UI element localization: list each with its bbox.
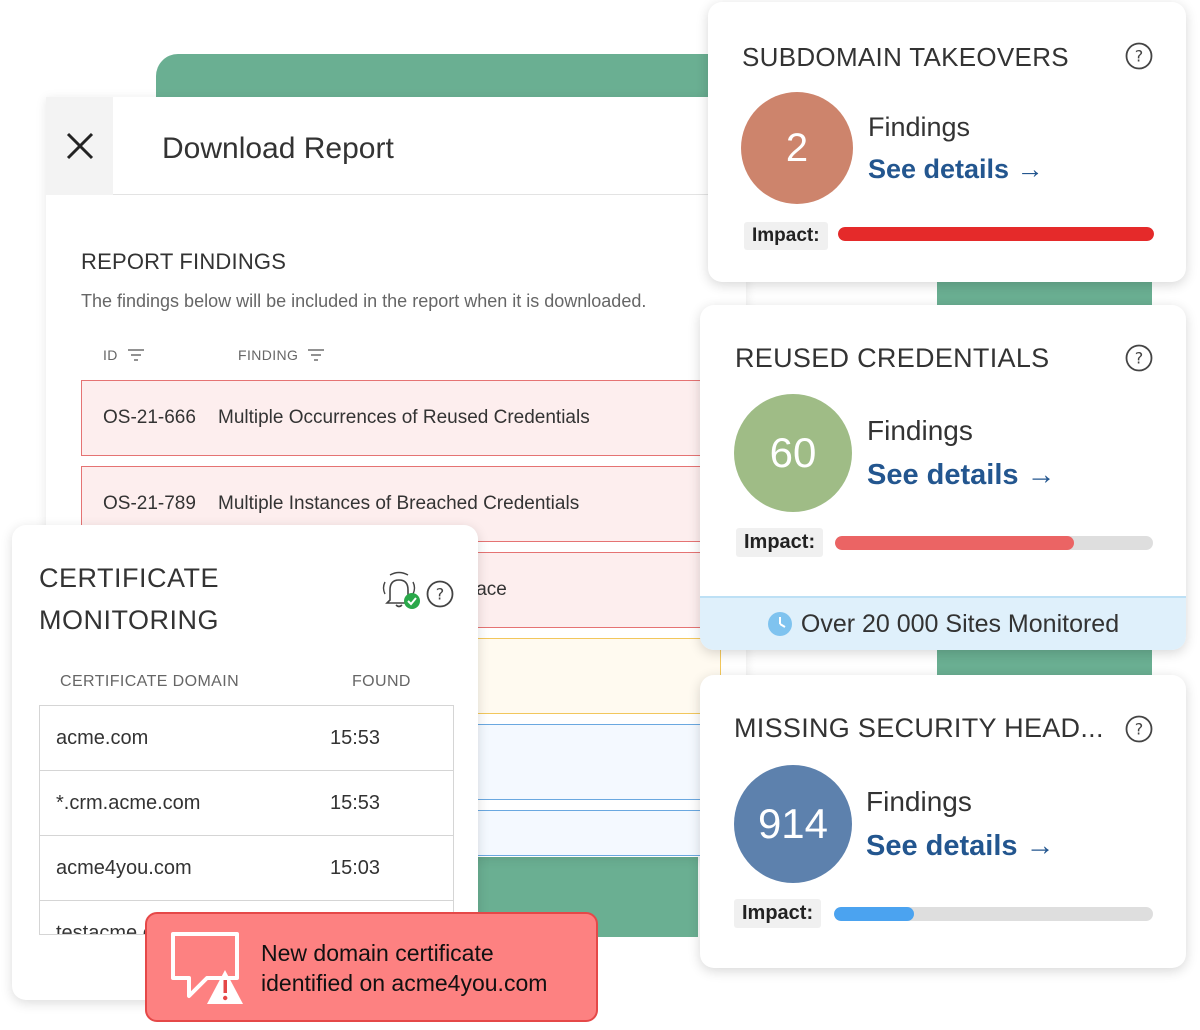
notification-toast[interactable]: New domain certificate identified on acm… bbox=[145, 912, 598, 1022]
table-row[interactable]: *.crm.acme.com 15:53 bbox=[40, 771, 453, 836]
help-icon[interactable]: ? bbox=[426, 580, 454, 608]
certificate-domain: acme4you.com bbox=[56, 856, 192, 879]
reused-credentials-card: REUSED CREDENTIALS ? 60 Findings See det… bbox=[700, 305, 1186, 650]
report-header: Download Report bbox=[46, 97, 746, 195]
finding-id: OS-21-789 bbox=[103, 493, 196, 514]
impact-bar bbox=[835, 536, 1153, 550]
card-title-line: CERTIFICATE bbox=[39, 563, 220, 593]
certificate-domain: acme.com bbox=[56, 726, 149, 749]
column-header-finding[interactable]: FINDING bbox=[238, 347, 325, 363]
impact-bar-fill bbox=[835, 536, 1074, 550]
sites-monitored-text: Over 20 000 Sites Monitored bbox=[800, 609, 1120, 638]
found-time: 15:53 bbox=[330, 791, 381, 814]
findings-count-circle: 2 bbox=[741, 92, 853, 204]
report-title: Download Report bbox=[162, 132, 394, 165]
table-row[interactable]: acme.com 15:53 bbox=[40, 706, 453, 771]
help-icon[interactable]: ? bbox=[1125, 344, 1153, 372]
toast-line: identified on acme4you.com bbox=[261, 970, 548, 996]
found-time: 15:03 bbox=[330, 856, 381, 879]
card-title: MISSING SECURITY HEAD... bbox=[734, 713, 1104, 743]
findings-label: Findings bbox=[866, 786, 972, 817]
missing-security-headers-card: MISSING SECURITY HEAD... ? 914 Findings … bbox=[700, 675, 1186, 968]
finding-name: Multiple Occurrences of Reused Credentia… bbox=[218, 407, 590, 428]
help-icon[interactable]: ? bbox=[1125, 42, 1153, 70]
card-title: REUSED CREDENTIALS bbox=[735, 343, 1050, 373]
certificate-domain: *.crm.acme.com bbox=[56, 791, 201, 814]
impact-bar-fill bbox=[834, 907, 914, 921]
section-title: REPORT FINDINGS bbox=[81, 249, 287, 274]
bell-alert-icon[interactable] bbox=[380, 570, 426, 612]
table-row[interactable]: acme4you.com 15:03 bbox=[40, 836, 453, 901]
findings-label: Findings bbox=[867, 415, 973, 446]
findings-count-circle: 60 bbox=[734, 394, 852, 512]
column-header-id[interactable]: ID bbox=[103, 347, 144, 363]
card-title: CERTIFICATE MONITORING bbox=[39, 557, 219, 641]
see-details-link[interactable]: See details → bbox=[866, 830, 1055, 862]
findings-count-circle: 914 bbox=[734, 765, 852, 883]
toast-line: New domain certificate bbox=[261, 940, 494, 966]
svg-text:?: ? bbox=[1135, 349, 1144, 368]
filter-icon bbox=[127, 349, 144, 361]
toast-message: New domain certificate identified on acm… bbox=[261, 938, 547, 998]
close-icon bbox=[66, 132, 93, 160]
finding-id: OS-21-666 bbox=[103, 407, 196, 428]
found-time: 15:53 bbox=[330, 726, 381, 749]
column-label: ID bbox=[103, 347, 118, 363]
see-details-link[interactable]: See details → bbox=[868, 154, 1044, 184]
finding-row[interactable]: OS-21-666 Multiple Occurrences of Reused… bbox=[81, 380, 721, 456]
findings-label: Findings bbox=[868, 112, 971, 142]
subdomain-takeovers-card: SUBDOMAIN TAKEOVERS ? 2 Findings See det… bbox=[708, 2, 1186, 282]
section-description: The findings below will be included in t… bbox=[81, 291, 647, 311]
impact-bar bbox=[838, 227, 1154, 241]
chat-alert-icon bbox=[171, 932, 243, 1004]
close-button[interactable] bbox=[46, 97, 113, 195]
filter-icon bbox=[308, 349, 325, 361]
finding-name: lace bbox=[472, 579, 507, 600]
sites-monitored-banner: Over 20 000 Sites Monitored bbox=[700, 596, 1186, 650]
impact-label: Impact: bbox=[734, 899, 822, 928]
column-header-domain: CERTIFICATE DOMAIN bbox=[60, 673, 240, 690]
svg-text:?: ? bbox=[436, 585, 445, 604]
svg-text:?: ? bbox=[1135, 720, 1144, 739]
card-title: SUBDOMAIN TAKEOVERS bbox=[742, 42, 1069, 72]
help-icon[interactable]: ? bbox=[1125, 715, 1153, 743]
certificate-table: acme.com 15:53 *.crm.acme.com 15:53 acme… bbox=[39, 705, 454, 935]
svg-text:?: ? bbox=[1135, 47, 1144, 66]
impact-bar-fill bbox=[838, 227, 1154, 241]
see-details-link[interactable]: See details → bbox=[867, 459, 1056, 491]
card-title-line: MONITORING bbox=[39, 605, 219, 635]
clock-icon bbox=[767, 612, 792, 636]
column-label: FINDING bbox=[238, 347, 299, 363]
impact-label: Impact: bbox=[744, 222, 828, 250]
column-header-found: FOUND bbox=[352, 673, 411, 690]
finding-name: Multiple Instances of Breached Credentia… bbox=[218, 493, 580, 514]
impact-bar bbox=[834, 907, 1153, 921]
impact-label: Impact: bbox=[736, 528, 824, 557]
